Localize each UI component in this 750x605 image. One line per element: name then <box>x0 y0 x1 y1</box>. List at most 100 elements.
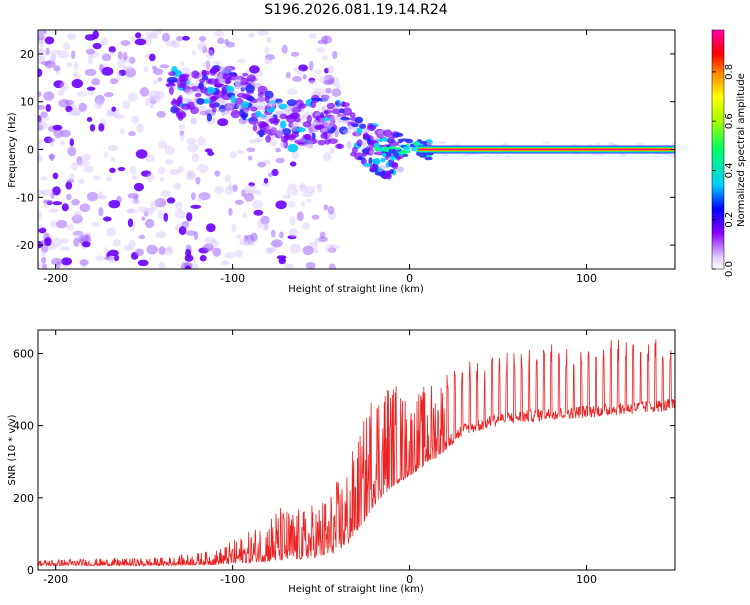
spectrogram-blob <box>326 102 336 110</box>
spectrogram-blob <box>574 153 581 156</box>
spectrogram-blob <box>38 91 42 97</box>
spectrogram-blob <box>164 247 174 256</box>
spectrogram-blob <box>38 146 45 151</box>
spectrogram-blob <box>271 239 283 248</box>
spectrogram-blob <box>362 152 368 157</box>
spectrogram-blob <box>57 50 70 59</box>
spectrogram-blob <box>317 39 326 45</box>
spectrogram-blob <box>215 83 221 88</box>
carrier-stripe <box>418 149 675 150</box>
spectrogram-blob <box>435 141 446 144</box>
spectrogram-blob <box>302 73 307 80</box>
spectrogram-blob <box>334 101 340 106</box>
spectrogram-blob <box>405 138 414 144</box>
x-tick-label: 100 <box>576 573 597 586</box>
spectrogram-blob <box>164 40 177 47</box>
snr-frame <box>37 329 676 571</box>
spectrogram-blob <box>144 211 149 217</box>
spectrogram-blob <box>221 260 230 266</box>
spectrogram-blob <box>84 68 97 77</box>
y-tick-label: 0 <box>27 144 34 157</box>
spectrogram-blob <box>289 243 302 254</box>
spectrogram-blob <box>216 108 227 113</box>
spectrogram-blob <box>253 209 264 216</box>
spectrogram-blob <box>155 91 165 100</box>
spectrogram-blob <box>265 134 271 143</box>
x-tick-label: -200 <box>43 573 68 586</box>
spectrogram-blob <box>149 103 155 109</box>
spectrogram-blob <box>195 176 201 185</box>
spectrogram-blob <box>653 155 661 158</box>
spectrogram-blob <box>263 221 269 230</box>
spectrogram-blob <box>248 116 259 125</box>
spectrogram-blob <box>161 32 171 42</box>
spectrogram-blob <box>160 190 172 197</box>
spectrogram-blob <box>187 169 195 179</box>
spectrogram-blob <box>324 120 335 128</box>
spectrogram-blob <box>43 115 50 121</box>
spectrogram-blob <box>66 178 75 183</box>
spectrogram-blob <box>71 50 76 60</box>
spectrogram-blob <box>146 173 155 182</box>
spectrogram-blob <box>234 249 244 258</box>
spectrogram-blob <box>139 87 150 97</box>
spectrogram-blob <box>441 153 450 157</box>
spectrogram-blob <box>122 100 131 110</box>
spectrogram-blob <box>374 146 380 152</box>
spectrogram-blob <box>38 138 43 144</box>
spectrogram-blob <box>157 166 166 175</box>
spectrogram-blob <box>263 177 269 184</box>
spectrogram-blob <box>82 153 92 161</box>
spectrogram-blob <box>59 81 69 92</box>
colorbar-gradient <box>712 30 724 269</box>
spectrogram-blob <box>38 262 42 268</box>
spectrogram-blob <box>202 45 208 54</box>
spectrogram-blob <box>356 127 363 134</box>
spectrogram-blob <box>483 155 491 158</box>
spectrogram-blob <box>406 149 411 154</box>
spectrogram-blob <box>120 40 131 46</box>
spectrogram-blob <box>72 210 82 221</box>
spectrogram-blob <box>275 157 285 164</box>
spectrogram-blob <box>71 78 84 89</box>
spectrogram-blob <box>246 96 255 102</box>
spectrogram-blob <box>290 132 300 138</box>
spectrogram-blob <box>325 87 332 94</box>
spectrogram-blob <box>198 192 211 201</box>
spectrogram-blob <box>61 238 69 245</box>
y-tick-label: -10 <box>16 191 34 204</box>
spectrogram-blob <box>152 68 164 75</box>
spectrogram-blob <box>299 184 307 193</box>
spectrogram-blob <box>292 75 302 82</box>
spectrogram-blob <box>286 99 298 106</box>
spectrogram-blob <box>244 192 255 202</box>
spectrogram-blob <box>380 157 386 163</box>
spectrogram-blob <box>275 200 287 210</box>
spectrogram-blob <box>362 139 367 148</box>
spectrogram-blob <box>298 115 308 120</box>
spectrogram-blob <box>71 107 82 116</box>
spectrogram-blob <box>105 176 113 182</box>
spectrogram-blob <box>53 80 65 89</box>
spectrogram-blob <box>185 172 197 181</box>
spectrogram-blob <box>328 138 339 144</box>
spectrogram-blob <box>49 153 54 162</box>
spectrogram-blob <box>178 123 186 130</box>
spectrogram-blob <box>109 51 116 56</box>
spectrogram-blob <box>374 171 382 176</box>
y-tick-label: 200 <box>13 492 34 505</box>
spectrogram-blob <box>284 263 294 269</box>
spectrogram-blob <box>144 36 153 46</box>
spectrogram-blob <box>38 30 47 35</box>
spectrogram-blob <box>230 109 241 119</box>
spectrogram-blob <box>224 252 236 259</box>
x-tick-label: 0 <box>406 272 413 285</box>
spectrogram-blob <box>402 146 411 151</box>
spectrogram-blob <box>103 91 114 98</box>
spectrogram-blob <box>61 203 69 212</box>
spectrogram-blob <box>86 117 93 122</box>
spectrogram-blob <box>280 256 286 262</box>
spectrogram-blob <box>290 107 302 113</box>
spectrogram-blob <box>304 139 314 148</box>
spectrogram-blob <box>246 74 256 82</box>
